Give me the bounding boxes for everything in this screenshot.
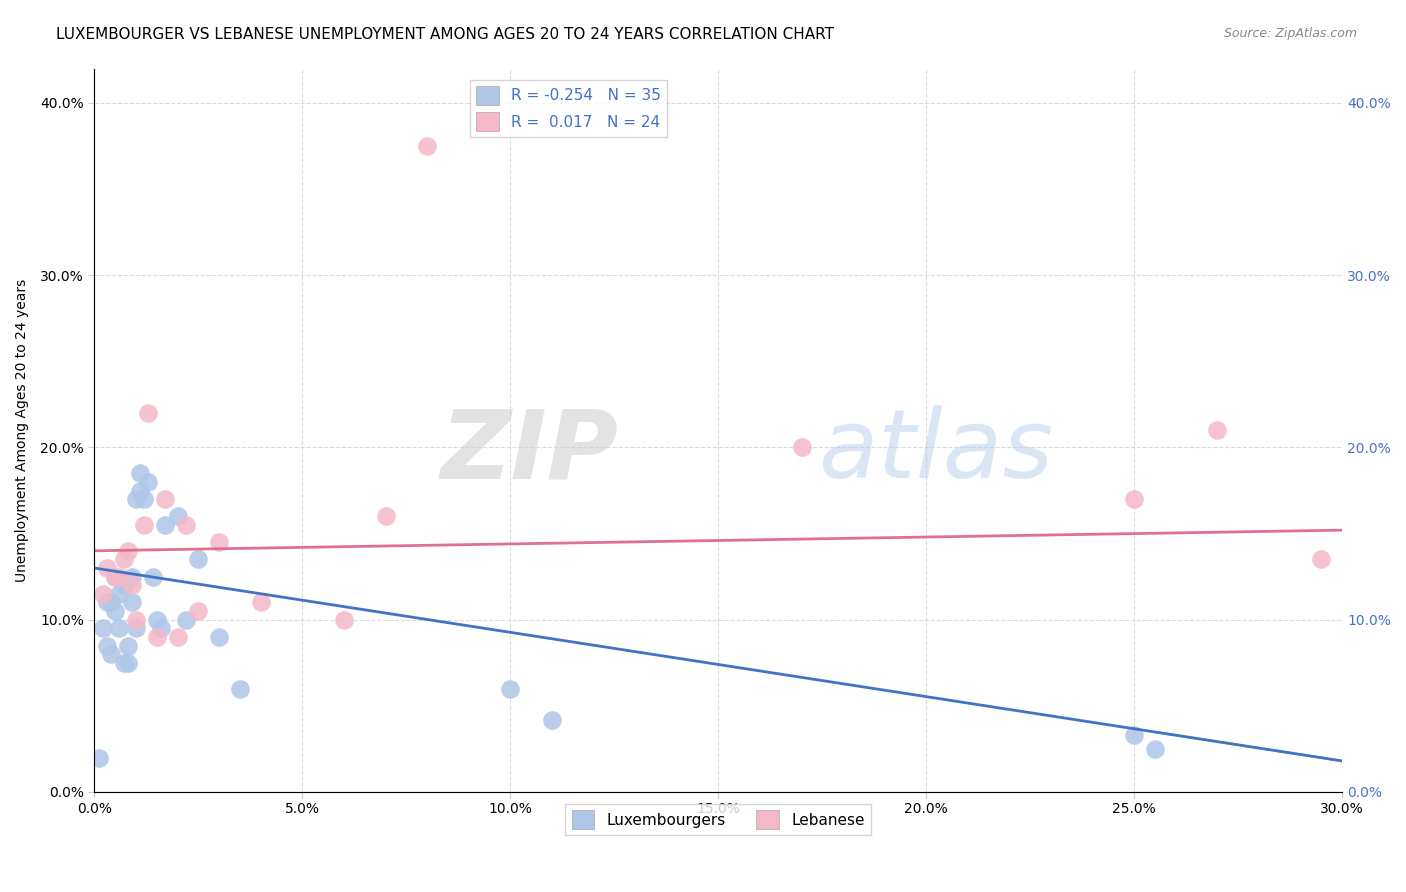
Point [541,713,564,727]
Point [108,621,131,635]
Point [104,569,127,583]
Point [125,613,148,627]
Point [142,569,165,583]
Text: LUXEMBOURGER VS LEBANESE UNEMPLOYMENT AMONG AGES 20 TO 24 YEARS CORRELATION CHAR: LUXEMBOURGER VS LEBANESE UNEMPLOYMENT AM… [56,27,834,42]
Point [96,639,118,653]
Point [112,578,135,592]
Point [1123,728,1146,742]
Point [121,578,143,592]
Point [129,467,152,481]
Point [166,509,188,524]
Point [229,681,252,696]
Point [416,139,439,153]
Point [117,544,139,558]
Point [134,518,156,533]
Point [121,569,143,583]
Point [108,569,131,583]
Point [146,613,169,627]
Point [153,492,176,507]
Point [1123,492,1146,507]
Point [208,535,231,549]
Point [108,587,131,601]
Point [1310,552,1333,566]
Point [790,441,813,455]
Point [125,492,148,507]
Point [333,613,356,627]
Point [208,630,231,644]
Point [499,681,522,696]
Y-axis label: Unemployment Among Ages 20 to 24 years: Unemployment Among Ages 20 to 24 years [15,278,30,582]
Point [187,604,209,618]
Legend: Luxembourgers, Lebanese: Luxembourgers, Lebanese [565,804,872,835]
Point [104,604,127,618]
Point [149,621,172,635]
Point [134,492,156,507]
Point [87,750,110,764]
Point [146,630,169,644]
Point [100,647,122,661]
Point [138,406,160,420]
Point [129,483,152,498]
Point [125,621,148,635]
Point [96,561,118,575]
Point [96,595,118,609]
Point [187,552,209,566]
Point [374,509,396,524]
Point [104,569,127,583]
Point [174,518,197,533]
Point [174,613,197,627]
Point [138,475,160,489]
Point [153,518,176,533]
Text: Source: ZipAtlas.com: Source: ZipAtlas.com [1223,27,1357,40]
Point [112,656,135,670]
Point [112,552,135,566]
Point [166,630,188,644]
Point [117,656,139,670]
Point [1206,423,1229,437]
Point [249,595,271,609]
Point [100,595,122,609]
Point [91,621,114,635]
Point [121,595,143,609]
Text: atlas: atlas [818,406,1053,499]
Point [1144,742,1167,756]
Point [91,587,114,601]
Point [117,639,139,653]
Text: ZIP: ZIP [440,406,619,499]
